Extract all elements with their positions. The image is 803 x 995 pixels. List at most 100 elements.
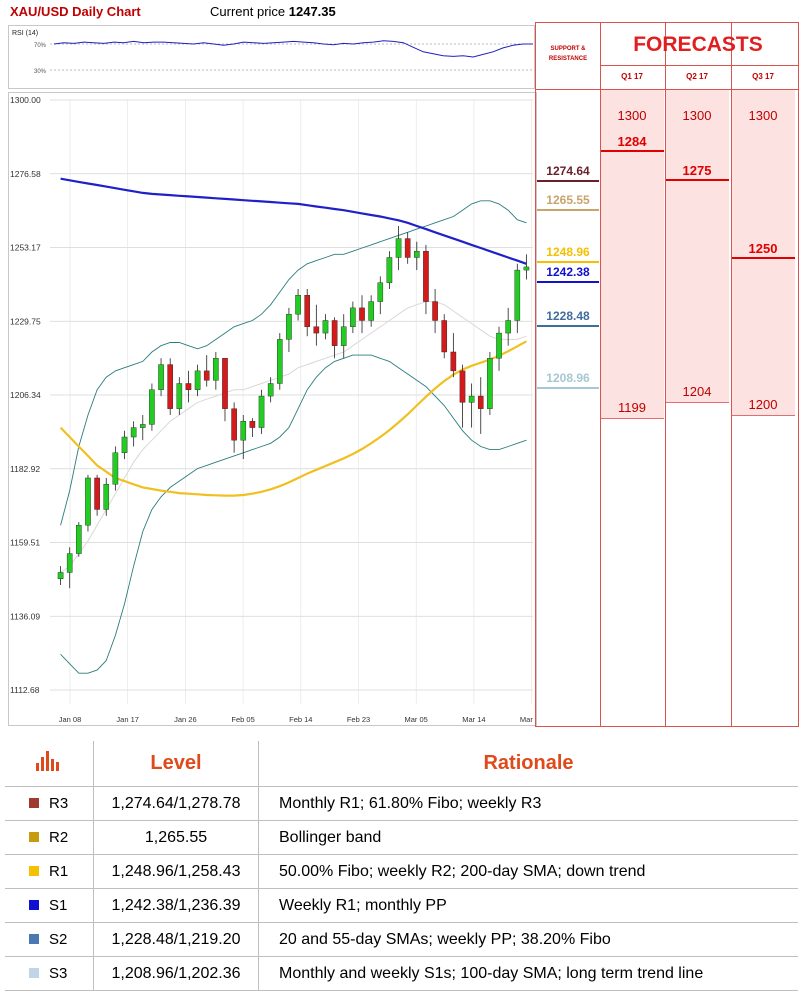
- rsi-low-label: 30%: [34, 69, 47, 75]
- level-name: S2: [49, 930, 68, 948]
- x-tick-label: Mar 23: [520, 715, 536, 724]
- candle-body: [121, 436, 128, 453]
- forecast-high-value: 1300: [617, 108, 647, 123]
- candle: [395, 225, 402, 271]
- sr-level-value: 1242.38: [546, 265, 590, 280]
- level-rationale: 50.00% Fibo; weekly R2; 200-day SMA; dow…: [258, 854, 798, 889]
- x-tick-label: Feb 05: [231, 715, 254, 724]
- candle-body: [514, 269, 521, 321]
- candle-body: [295, 295, 301, 315]
- candle-body: [441, 320, 448, 353]
- candle: [468, 383, 475, 428]
- candle-body: [304, 295, 311, 327]
- candle: [523, 254, 530, 280]
- candle: [76, 522, 82, 557]
- quarter-header: Q1 17: [621, 72, 643, 81]
- candle-body: [103, 484, 110, 510]
- level-rationale: Monthly R1; 61.80% Fibo; weekly R3: [258, 786, 798, 821]
- level-color-swatch: [29, 798, 39, 809]
- candle: [441, 314, 448, 359]
- candle-body: [176, 383, 183, 409]
- quarter-header: Q2 17: [686, 72, 708, 81]
- sma-55-line: [59, 340, 527, 497]
- candle: [203, 355, 210, 387]
- x-tick-label: Feb 14: [289, 715, 312, 724]
- candle-body: [158, 364, 164, 390]
- candle-body: [487, 358, 493, 409]
- candle: [258, 389, 265, 434]
- level-name-cell: R3: [5, 786, 94, 821]
- candle-body: [76, 525, 82, 554]
- level-name: R3: [49, 794, 69, 812]
- forecast-high-value: 1300: [748, 108, 778, 123]
- candle-body: [477, 395, 484, 409]
- forecast-high-value: 1300: [682, 108, 712, 123]
- forecast-low-line: [732, 414, 795, 416]
- candle: [267, 377, 274, 403]
- candle-body: [258, 395, 265, 428]
- y-axis: 1300.00 1276.58 1253.17 1229.75 1206.34 1182.…: [10, 95, 41, 695]
- forecast-low-line: [666, 402, 729, 404]
- candle: [103, 477, 110, 516]
- forecast-range: [601, 90, 664, 419]
- sr-level-line: [537, 179, 599, 182]
- forecast-mid-line: [601, 150, 664, 153]
- candle-body: [386, 257, 393, 283]
- table-row: S3 1,208.96/1,202.36 Monthly and weekly S1…: [5, 956, 798, 991]
- x-tick-label: Feb 23: [347, 715, 370, 724]
- candle: [222, 358, 228, 422]
- y-tick-label: 1182.92: [10, 464, 40, 474]
- candle: [158, 358, 164, 397]
- levels-table: Level Rationale R3 1,274.64/1,278.78 Month…: [5, 741, 798, 991]
- candle-body: [368, 301, 374, 321]
- candle-body: [276, 339, 283, 384]
- candle: [295, 288, 301, 321]
- candle-body: [331, 320, 338, 346]
- x-tick-label: Mar 05: [405, 715, 428, 724]
- candle: [322, 314, 329, 340]
- sr-level-value: 1265.55: [546, 192, 590, 207]
- candle: [450, 333, 457, 378]
- table-row: R2 1,265.55 Bollinger band: [5, 820, 798, 855]
- candle: [231, 402, 237, 453]
- level-rationale: Weekly R1; monthly PP: [258, 888, 798, 923]
- level-name-cell: R1: [5, 854, 94, 889]
- level-color-swatch: [29, 968, 39, 979]
- candle: [139, 414, 146, 441]
- candle-body: [149, 389, 155, 425]
- sr-level-value: 1208.96: [546, 370, 590, 385]
- candle-body: [523, 266, 530, 271]
- current-price: Current price 1247.35: [210, 4, 336, 19]
- table-row: S1 1,242.38/1,236.39 Weekly R1; monthly PP: [5, 888, 798, 923]
- rsi-chart: 70% 30%: [34, 40, 533, 75]
- candle: [514, 263, 521, 334]
- forecasts-title: FORECASTS: [633, 33, 763, 56]
- candle-body: [267, 383, 274, 397]
- level-name: R1: [49, 862, 69, 880]
- sr-level-value: 1228.48: [546, 309, 590, 324]
- rsi-high-label: 70%: [34, 43, 47, 49]
- sr-level-line: [537, 260, 599, 263]
- candle-body: [432, 301, 438, 321]
- candle-body: [194, 370, 201, 390]
- sr-level-line: [537, 281, 599, 284]
- level-name-cell: S3: [5, 956, 94, 991]
- candle-body: [139, 424, 146, 428]
- candle-body: [423, 250, 429, 302]
- level-color-swatch: [29, 900, 39, 911]
- candle: [487, 351, 493, 415]
- bar-chart-icon: [36, 750, 59, 771]
- candle: [377, 276, 384, 315]
- candle-body: [240, 421, 247, 441]
- sr-level-value: 1248.96: [546, 244, 590, 259]
- forecast-low-value: 1199: [618, 400, 646, 416]
- y-tick-label: 1112.68: [10, 685, 40, 695]
- candle: [286, 307, 292, 352]
- level-name-cell: S2: [5, 922, 94, 957]
- candle-body: [57, 572, 64, 579]
- level-color-swatch: [29, 866, 39, 877]
- sma-200-line: [60, 177, 527, 265]
- candle: [505, 307, 511, 346]
- forecast-low-value: 1200: [748, 396, 778, 412]
- level-name: S3: [49, 964, 68, 982]
